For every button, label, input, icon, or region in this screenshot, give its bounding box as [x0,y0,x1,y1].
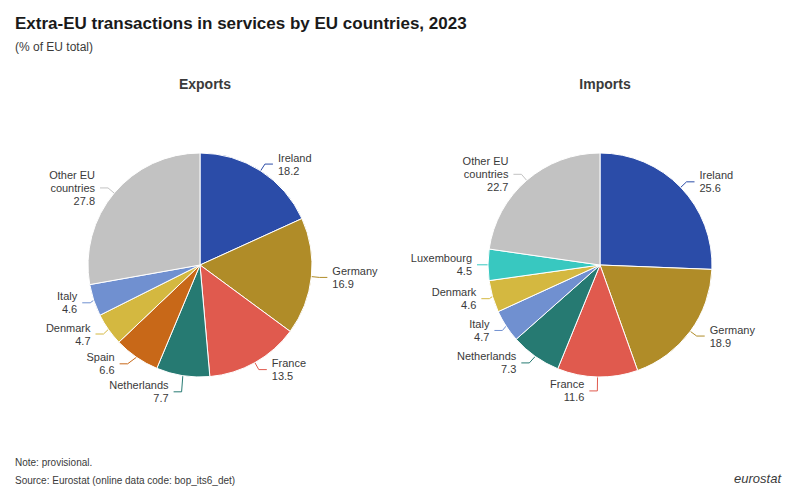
svg-text:Germany: Germany [332,265,378,277]
svg-text:6.6: 6.6 [99,364,114,376]
svg-text:France: France [550,378,584,390]
svg-text:Extra-EU transactions in servi: Extra-EU transactions in services by EU … [15,14,467,33]
svg-text:18.9: 18.9 [710,337,731,349]
svg-text:22.7: 22.7 [487,181,508,193]
svg-text:Ireland: Ireland [278,152,312,164]
svg-text:countries: countries [50,182,95,194]
svg-text:Italy: Italy [469,318,490,330]
svg-text:4.7: 4.7 [75,335,90,347]
svg-text:eurostat: eurostat [734,471,782,486]
svg-text:7.7: 7.7 [153,392,168,404]
svg-text:4.7: 4.7 [474,331,489,343]
svg-text:Denmark: Denmark [432,286,477,298]
svg-text:Italy: Italy [57,290,78,302]
svg-text:Ireland: Ireland [700,169,734,181]
svg-text:Other EU: Other EU [463,155,509,167]
svg-text:Exports: Exports [179,76,231,92]
svg-text:4.6: 4.6 [461,299,476,311]
svg-text:Imports: Imports [579,76,631,92]
svg-text:13.5: 13.5 [272,370,293,382]
svg-text:Netherlands: Netherlands [457,350,517,362]
svg-text:countries: countries [464,168,509,180]
svg-text:Source: Eurostat (online data: Source: Eurostat (online data code: bop_… [15,475,235,486]
svg-text:27.8: 27.8 [74,195,95,207]
svg-text:Netherlands: Netherlands [109,379,169,391]
svg-text:4.5: 4.5 [457,265,472,277]
svg-text:Luxembourg: Luxembourg [411,252,472,264]
svg-text:Other EU: Other EU [49,169,95,181]
svg-text:11.6: 11.6 [564,391,585,403]
svg-text:France: France [272,357,306,369]
svg-text:4.6: 4.6 [62,303,77,315]
svg-text:Germany: Germany [710,324,756,336]
svg-text:18.2: 18.2 [278,165,299,177]
svg-text:7.3: 7.3 [501,363,516,375]
svg-text:Note: provisional.: Note: provisional. [15,457,92,468]
svg-text:Spain: Spain [86,351,114,363]
svg-text:16.9: 16.9 [332,278,353,290]
svg-text:Denmark: Denmark [46,322,91,334]
svg-text:25.6: 25.6 [700,182,721,194]
svg-text:(% of EU total): (% of EU total) [15,40,93,54]
